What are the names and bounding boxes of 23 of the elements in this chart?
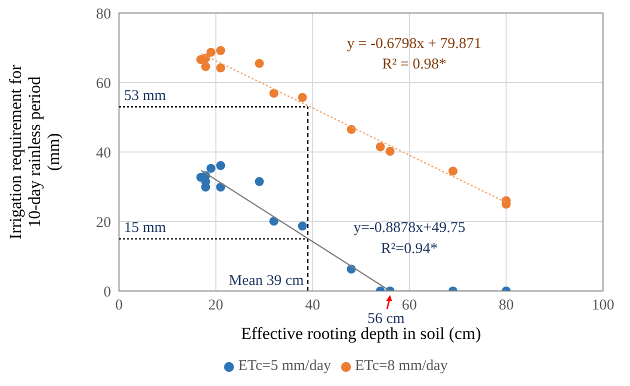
annotation: 56 cm [368, 311, 405, 327]
annotation: y = -0.6798x + 79.871 [347, 36, 482, 52]
x-tick-label: 80 [498, 298, 514, 314]
annotation: R²=0.94* [381, 240, 438, 257]
x-axis-title: Effective rooting depth in soil (cm) [241, 324, 481, 343]
x-tick-label: 60 [402, 298, 417, 314]
y-tick-label: 40 [96, 145, 111, 162]
y-axis-title: Irrigation requirement for 10-day rainless period (mm) [6, 64, 63, 240]
y-tick-label: 60 [96, 76, 111, 92]
x-tick-label: 20 [208, 298, 224, 314]
ref-line-label: 53 mm [124, 88, 166, 104]
annotation: y=-0.8878x+49.75 [353, 220, 466, 236]
x-tick-label: 40 [305, 298, 320, 314]
ref-line-label: 15 mm [124, 220, 166, 236]
y-tick-label: 80 [96, 6, 111, 22]
ref-line-label: Mean 39 cm [228, 273, 304, 289]
y-tick-label: 20 [96, 214, 111, 231]
x-tick-label: 0 [115, 298, 123, 314]
x-tick-label: 100 [592, 298, 614, 314]
y-tick-label: 0 [104, 284, 111, 300]
legend-label: ETc=8 mm/day [355, 358, 448, 374]
legend-label: ETc=5 mm/day [238, 358, 331, 374]
annotation: R² = 0.98* [382, 56, 446, 73]
